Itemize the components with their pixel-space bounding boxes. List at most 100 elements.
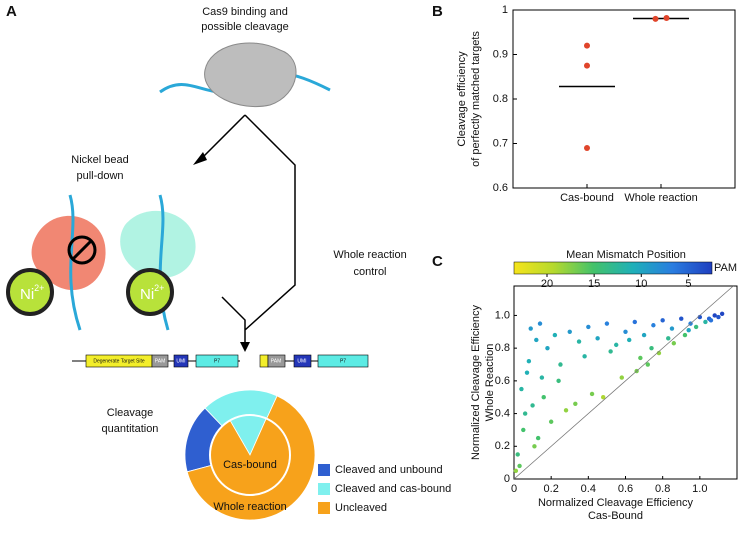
pam-box: [151, 354, 169, 368]
point: [619, 375, 624, 380]
ring-label: Cas-bound: [223, 459, 277, 471]
x-tick-label: 0: [511, 483, 517, 495]
step-text: Cleavage: [107, 407, 153, 419]
point: [521, 427, 526, 433]
protein-cleaved: [120, 210, 196, 279]
umi-box: [173, 354, 189, 368]
x-axis-label: Normalized Cleavage Efficiency: [538, 497, 694, 509]
point: [535, 435, 541, 441]
y-axis-label: Whole Reaction: [484, 344, 496, 422]
diagonal: [513, 285, 734, 480]
legend-swatch: [318, 483, 330, 495]
colorbar-tick-label: 20: [541, 278, 553, 290]
nickel-bead: [126, 268, 174, 316]
point: [567, 329, 572, 334]
colorbar: [513, 261, 713, 275]
construct-label: PAM: [271, 358, 281, 364]
point: [548, 419, 554, 424]
point: [703, 319, 708, 325]
step-text: Nickel bead: [71, 154, 128, 166]
construct-label: Degenerate Target Site: [93, 358, 145, 364]
point: [623, 329, 628, 334]
point: [651, 323, 656, 328]
umi-box: [293, 354, 312, 368]
construct-label: P7: [214, 358, 220, 364]
bead-label-base: Ni: [140, 286, 154, 303]
point: [708, 318, 714, 323]
y-tick-label: 0.4: [495, 407, 510, 419]
point: [545, 345, 550, 351]
no-cleave: [67, 235, 97, 265]
y-axis-label: Normalized Cleavage Efficiency: [470, 304, 482, 460]
panel-a-art: [6, 42, 369, 368]
legend-label: Cleaved and unbound: [335, 464, 443, 476]
point: [712, 313, 717, 318]
point: [679, 316, 684, 321]
y-axis-label: of perfectly matched targets: [470, 31, 482, 167]
nickel-bead: [6, 268, 54, 316]
point: [614, 342, 619, 348]
construct-label: PAM: [155, 358, 165, 364]
point: [584, 144, 590, 151]
bead-label-base: Ni: [20, 286, 34, 303]
flow-arrows: [198, 114, 296, 345]
step-text: Cas9 binding and: [202, 6, 288, 18]
point: [513, 468, 519, 474]
point: [576, 339, 582, 344]
point: [539, 375, 545, 380]
x-tick-label: 0.6: [618, 483, 633, 495]
point: [604, 321, 610, 326]
point: [608, 349, 613, 354]
y-tick-label: 0.8: [495, 342, 510, 354]
arrowhead: [240, 342, 250, 352]
x-tick-label: 0.8: [655, 483, 670, 495]
y-axis-label: Cleavage efficiency: [456, 51, 468, 147]
point: [586, 324, 591, 330]
point: [522, 411, 528, 416]
point: [537, 321, 543, 326]
p7-box: [317, 354, 369, 368]
point: [589, 391, 595, 397]
point: [519, 386, 524, 392]
construct-label: UMI: [297, 358, 306, 364]
x-axis-label: Cas-Bound: [588, 510, 643, 522]
x-tick-label: Whole reaction: [624, 192, 697, 204]
point: [627, 337, 632, 343]
point: [552, 332, 558, 338]
step-text: control: [353, 266, 386, 278]
point: [660, 318, 665, 323]
legend-swatch: [318, 464, 330, 476]
cas9: [204, 42, 297, 107]
y-tick-label: 0.9: [493, 48, 508, 60]
y-tick-label: 1: [502, 4, 508, 16]
point: [534, 337, 539, 343]
x-tick-label: 0.2: [544, 483, 559, 495]
plot-frame: [512, 9, 736, 189]
colorbar-tick-label: 10: [635, 278, 647, 290]
x-tick-label: 1.0: [692, 483, 707, 495]
y-tick-label: 0.8: [493, 93, 508, 105]
point: [528, 326, 533, 331]
legend-label: Uncleaved: [335, 502, 387, 514]
colorbar-tick-label: 15: [588, 278, 600, 290]
ring-label: Whole reaction: [213, 501, 286, 513]
panel-label: B: [432, 3, 443, 20]
no-cleave: [71, 239, 93, 261]
p7-box: [195, 354, 239, 368]
x-tick-label: Cas-bound: [560, 192, 614, 204]
point: [526, 359, 532, 364]
step-text: pull-down: [76, 170, 123, 182]
colorbar-tick-label: 5: [685, 278, 691, 290]
point: [584, 62, 590, 69]
point: [719, 311, 725, 317]
point: [601, 395, 606, 400]
construct-label: UMI: [176, 358, 185, 364]
point: [524, 370, 530, 375]
point: [663, 15, 670, 22]
colorbar-label: Mean Mismatch Position: [566, 249, 686, 261]
bead-label: Ni2+: [20, 283, 44, 303]
point: [638, 355, 643, 361]
panel-label: C: [432, 253, 443, 270]
point: [558, 362, 563, 367]
